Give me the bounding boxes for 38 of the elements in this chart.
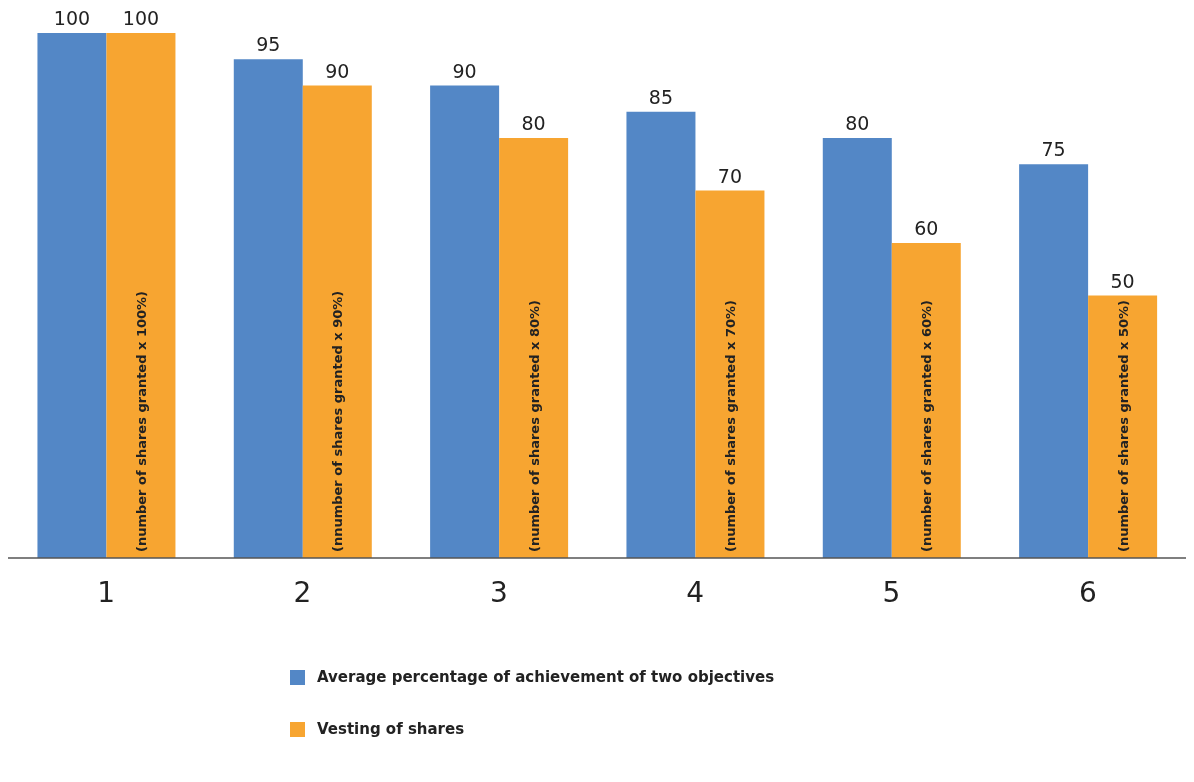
- annotation: (number of shares granted x 80%): [526, 299, 542, 552]
- bar: [626, 111, 696, 558]
- x-tick-label: 5: [882, 575, 901, 609]
- data-label: 80: [845, 112, 870, 134]
- data-label: 50: [1110, 269, 1135, 292]
- data-label: 60: [914, 217, 939, 239]
- annotation: (number of shares granted x 50%): [1115, 299, 1131, 552]
- bar: [891, 243, 961, 558]
- data-label: 100: [53, 7, 91, 29]
- data-label: 75: [1041, 138, 1066, 161]
- bar: [37, 33, 107, 558]
- bar: [302, 85, 372, 558]
- bar: [1019, 164, 1089, 558]
- x-tick-label: 4: [686, 575, 705, 609]
- data-label: 100: [122, 7, 160, 29]
- annotation: (number of shares granted x 70%): [722, 299, 738, 552]
- annotation: (number of shares granted x 100%): [133, 290, 149, 552]
- bar: [233, 59, 303, 558]
- legend-label: Average percentage of achievement of two objectives: [317, 668, 775, 686]
- data-label: 90: [325, 59, 350, 82]
- bar: [106, 33, 176, 558]
- annotation: (number of shares granted x 60%): [919, 299, 935, 552]
- data-label: 90: [452, 59, 477, 82]
- x-tick-label: 6: [1078, 575, 1097, 609]
- x-tick-label: 1: [97, 575, 116, 609]
- bar: [1088, 295, 1158, 558]
- legend-label: Vesting of shares: [317, 720, 465, 738]
- bar: [499, 138, 569, 558]
- x-tick-label: 3: [489, 575, 508, 609]
- data-label: 80: [521, 112, 546, 134]
- x-tick-label: 2: [293, 575, 312, 609]
- annotation: (nnumber of shares granted x 90%): [330, 290, 346, 552]
- data-label: 95: [256, 33, 281, 56]
- bar: [695, 190, 765, 558]
- data-label: 70: [717, 164, 743, 187]
- bar: [822, 138, 892, 558]
- bar: [430, 85, 500, 558]
- data-label: 85: [648, 85, 674, 108]
